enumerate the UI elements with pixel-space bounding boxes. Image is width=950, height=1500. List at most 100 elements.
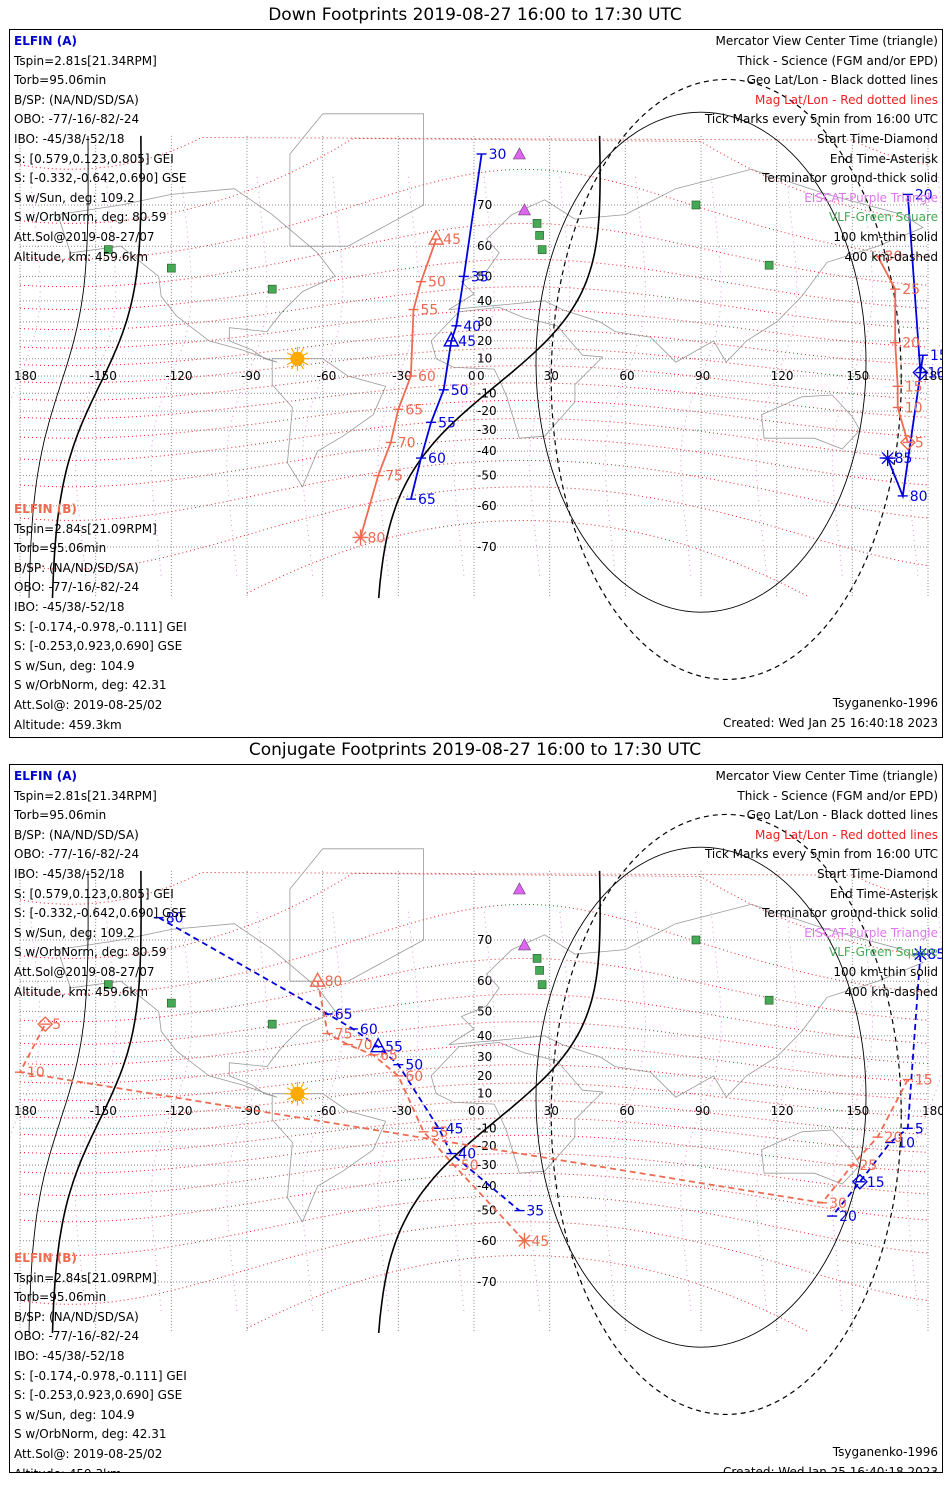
legend-item: Geo Lat/Lon - Black dotted lines — [746, 808, 938, 823]
info-line: Torb=95.06min — [14, 541, 107, 556]
info-line: B/SP: (NA/ND/SD/SA) — [14, 827, 139, 842]
lon-tick-label: 30 — [544, 1104, 559, 1118]
info-line: IBO: -45/38/-52/18 — [14, 131, 125, 146]
legend: Mercator View Center Time (triangle) Thi… — [705, 767, 938, 1002]
lat-tick-label: -60 — [477, 1234, 497, 1248]
lon-tick-label: 90 — [695, 1104, 710, 1118]
legend-item: Mag Lat/Lon - Red dotted lines — [754, 827, 938, 842]
elfin-b-label: ELFIN (B) — [14, 502, 77, 516]
panel-title-down: Down Footprints 2019-08-27 16:00 to 17:3… — [268, 5, 682, 25]
mag-lon-line — [755, 176, 798, 576]
track-tick-label: 55 — [431, 1125, 449, 1141]
track-tick-label: 40 — [463, 319, 481, 335]
vlf-square-icon — [691, 200, 701, 210]
legend-item: Start Time-Diamond — [816, 131, 938, 146]
elfin-a-track — [410, 153, 483, 500]
continent-outline — [430, 1041, 604, 1174]
vlf-square-icon — [167, 263, 176, 273]
info-line: Altitude, km: 459.6km — [14, 249, 149, 264]
lat-tick-label: 70 — [477, 933, 492, 947]
lat-tick-label: 50 — [477, 269, 492, 283]
track-tick-label: 20 — [885, 1130, 903, 1146]
mag-lat-line — [19, 460, 929, 521]
end-asterisk-icon — [354, 531, 367, 544]
terminator-100km-east — [535, 111, 867, 613]
terminator-100km-east — [535, 846, 867, 1348]
terminator-line — [377, 135, 601, 599]
lat-tick-label: -20 — [477, 404, 497, 418]
mag-lon-line — [74, 176, 117, 576]
mag-lon-line — [377, 911, 420, 1311]
vlf-square-icon — [537, 980, 547, 989]
vlf-square-icon — [535, 231, 544, 240]
legend-item: Terminator ground-thick solid — [762, 171, 938, 186]
terminator-100km — [28, 135, 89, 599]
track-tick-label: 70 — [398, 435, 416, 451]
lon-tick-label: 30 — [544, 369, 559, 383]
legend-item: EISCAT-Purple Triangle — [804, 190, 938, 205]
eiscat-triangle-icon — [517, 938, 531, 951]
legend-item: EISCAT-Purple Triangle — [804, 925, 938, 940]
center-time-triangle-icon — [309, 971, 326, 987]
legend-item: VLF-Green Square — [829, 210, 938, 225]
legend-item: Tick Marks every 5min from 16:00 UTC — [704, 112, 938, 127]
track-tick-label: 75 — [335, 1027, 353, 1043]
lat-tick-label: 10 — [477, 1087, 492, 1101]
info-line: Tspin=2.84s[21.09RPM] — [14, 1270, 157, 1285]
legend-item: End Time-Asterisk — [829, 151, 938, 166]
track-tick-label: 10 — [897, 1135, 915, 1151]
lon-tick-label: 120 — [771, 369, 794, 383]
elfin-b-track — [359, 238, 438, 538]
lon-tick-label: 0 — [468, 369, 476, 383]
end-asterisk-icon — [881, 451, 894, 465]
vlf-square-icon — [537, 245, 547, 254]
elfin-b-track — [316, 981, 526, 1242]
info-line: IBO: -45/38/-52/18 — [14, 1348, 125, 1363]
elfin-a-track — [158, 916, 520, 1212]
map-layers: 706050403020100-10-20-30-40-50-60-70180-… — [10, 78, 942, 681]
lon-tick-label: 150 — [846, 1104, 869, 1118]
lon-tick-label: 60 — [619, 369, 634, 383]
mag-lon-line — [74, 911, 117, 1311]
track-tick-label: 50 — [461, 1158, 479, 1174]
vlf-square-icon — [532, 954, 542, 963]
track-tick-label: 70 — [355, 1038, 373, 1054]
terminator-line — [51, 135, 142, 599]
lat-tick-label: -20 — [477, 1139, 497, 1153]
conjugate-footprints-map: 70 60 50 40 30 20 10 0 -10 -20 -30 -40 -50 -60 -70 180-… — [9, 764, 943, 1473]
lat-tick-label: 30 — [477, 1050, 492, 1064]
info-line: S: [0.579,0.123,0.805] GEI — [14, 151, 174, 166]
track-tick-label: 65 — [405, 402, 423, 418]
info-line: S w/Sun, deg: 109.2 — [14, 925, 135, 940]
track-tick-label: 50 — [428, 275, 446, 291]
track-tick-label: 85 — [927, 947, 942, 963]
vlf-square-icon — [167, 998, 176, 1008]
track-tick-label: 40 — [458, 1147, 476, 1163]
vlf-square-icon — [691, 935, 701, 945]
map-layers: 706050403020100-10-20-30-40-50-60-70180-… — [10, 813, 942, 1416]
mag-lat-line — [19, 903, 929, 995]
vlf-square-icon — [103, 980, 113, 989]
info-line: OBO: -77/-16/-82/-24 — [14, 112, 140, 127]
elfin-a-label: ELFIN (A) — [14, 769, 77, 783]
legend-item: 400 km-dashed — [844, 249, 938, 264]
mag-lat-line — [19, 1153, 929, 1196]
lat-tick-label: 60 — [477, 239, 492, 253]
legend-item: VLF-Green Square — [829, 945, 938, 960]
vlf-square-icon — [764, 260, 774, 270]
track-tick-label: 55 — [420, 303, 438, 319]
legend-item: Thick - Science (FGM and/or EPD) — [737, 53, 938, 68]
mag-lon-line — [453, 911, 495, 1311]
info-line: Torb=95.06min — [14, 808, 107, 823]
info-line: Altitude, km: 459.6km — [14, 984, 149, 999]
mag-lon-line — [10, 176, 41, 576]
info-line: Tspin=2.81s[21.34RPM] — [14, 53, 157, 68]
lat-tick-label: 40 — [477, 1029, 492, 1043]
elfin-b-track-east — [18, 1023, 909, 1204]
legend-item: Mag Lat/Lon - Red dotted lines — [754, 92, 938, 107]
eiscat-triangle-icon — [517, 203, 531, 216]
vlf-square-icon — [267, 1019, 277, 1029]
terminator-100km — [28, 870, 89, 1334]
info-line: Tspin=2.84s[21.09RPM] — [14, 521, 157, 536]
lat-tick-label: 20 — [477, 334, 492, 348]
